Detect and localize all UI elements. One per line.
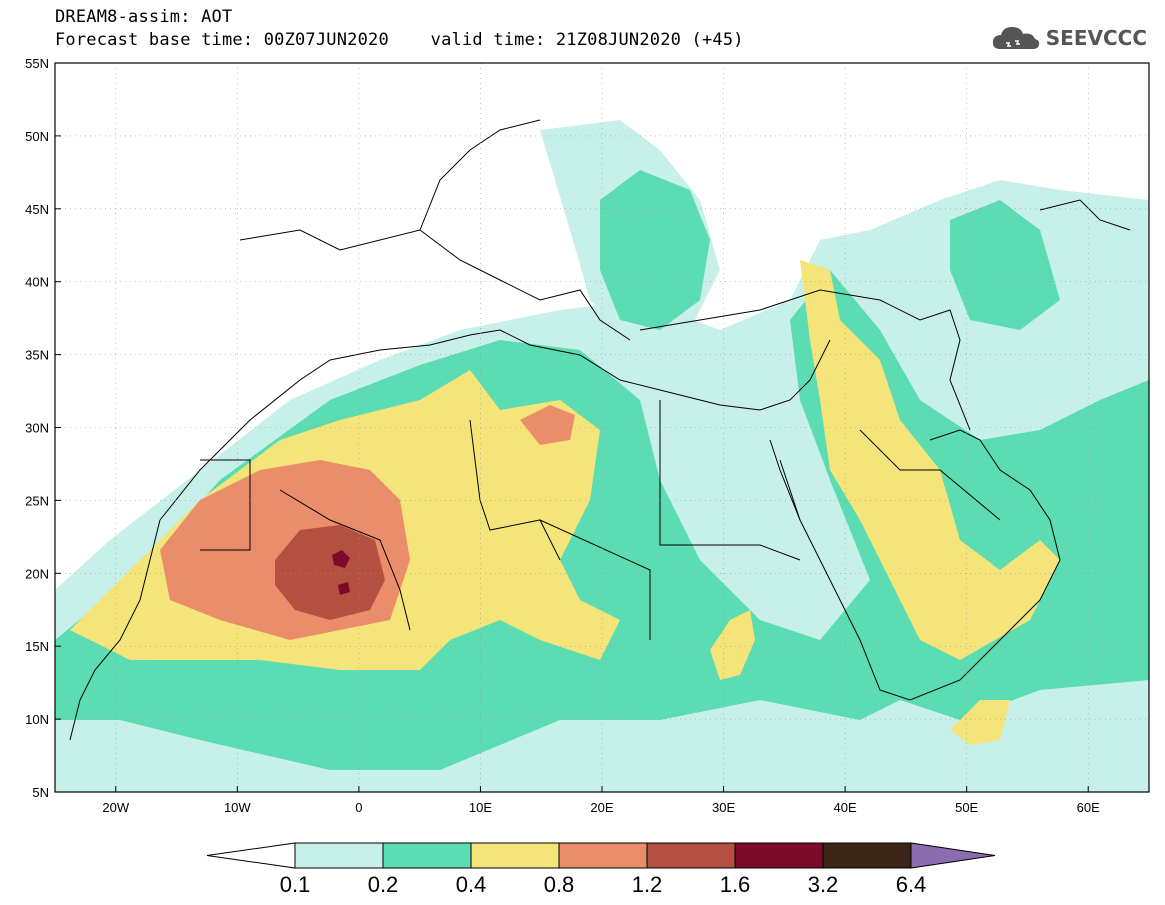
lon-tick-label: 10W <box>224 800 251 815</box>
color-bar-level-label: 0.8 <box>544 872 575 897</box>
lat-tick-label: 20N <box>25 566 49 581</box>
lat-tick-label: 35N <box>25 348 49 363</box>
aot-band-1.6-3.2-south <box>338 582 350 595</box>
seevccc-logo: SEEVCCC <box>990 22 1147 54</box>
lon-tick-label: 30E <box>712 800 735 815</box>
color-bar-segment <box>734 842 824 869</box>
color-bar <box>206 842 996 869</box>
map-subtitle-times: Forecast base time: 00Z07JUN2020 valid t… <box>55 30 744 50</box>
aot-band-1.6-3.2 <box>332 550 350 568</box>
color-bar-level-label: 1.2 <box>632 872 663 897</box>
lat-tick-label: 45N <box>25 202 49 217</box>
lat-tick-label: 50N <box>25 129 49 144</box>
lon-tick-label: 20E <box>590 800 613 815</box>
lat-tick-label: 55N <box>25 56 49 71</box>
color-bar-level-label: 6.4 <box>896 872 927 897</box>
color-bar-segment <box>646 842 736 869</box>
color-bar-segment <box>382 842 472 869</box>
lon-tick-label: 10E <box>469 800 492 815</box>
lat-tick-label: 15N <box>25 639 49 654</box>
aot-band-0.8-1.2-libya <box>520 405 575 445</box>
coastlines-borders <box>69 119 1131 741</box>
aot-shading <box>55 120 1149 792</box>
latitude-labels: 55N 50N 45N 40N 35N 30N 25N 20N 15N 10N 5N <box>25 56 61 800</box>
aot-band-0.4-0.8-sudan <box>710 610 755 680</box>
lat-tick-label: 5N <box>32 785 49 800</box>
aot-band-0.2-0.4-balkans <box>600 170 710 330</box>
color-bar-segment <box>294 842 384 869</box>
lat-tick-label: 25N <box>25 493 49 508</box>
aot-band-0.2-0.4-caspian <box>950 200 1060 330</box>
aot-band-0.4-0.8-horn <box>950 700 1010 745</box>
lat-tick-label: 40N <box>25 275 49 290</box>
color-bar-level-label: 3.2 <box>808 872 839 897</box>
cloud-icon <box>992 27 1039 49</box>
lon-tick-label: 60E <box>1077 800 1100 815</box>
color-bar-level-label: 0.2 <box>368 872 399 897</box>
longitude-labels: 20W 10W 0 10E 20E 30E 40E 50E 60E <box>102 786 1100 815</box>
color-bar-segment <box>822 842 912 869</box>
lat-tick-label: 30N <box>25 421 49 436</box>
lon-tick-label: 20W <box>102 800 129 815</box>
aot-band-0.4-0.8-arabia <box>800 260 1060 660</box>
color-bar-low-arrow <box>206 842 296 869</box>
color-bar-level-label: 0.1 <box>280 872 311 897</box>
color-bar-labels: 0.1 0.2 0.4 0.8 1.2 1.6 3.2 6.4 <box>280 872 927 897</box>
lat-tick-label: 10N <box>25 712 49 727</box>
color-bar-segment <box>470 842 560 869</box>
aot-band-1.2-1.6 <box>275 525 385 620</box>
lon-tick-label: 40E <box>834 800 857 815</box>
color-bar-segment <box>558 842 648 869</box>
map-title: DREAM8-assim: AOT <box>55 7 233 27</box>
color-bar-high-arrow <box>910 842 996 869</box>
lon-tick-label: 0 <box>355 800 362 815</box>
logo-text: SEEVCCC <box>1045 26 1147 50</box>
color-bar-level-label: 0.4 <box>456 872 487 897</box>
lon-tick-label: 50E <box>955 800 978 815</box>
color-bar-level-label: 1.6 <box>720 872 751 897</box>
